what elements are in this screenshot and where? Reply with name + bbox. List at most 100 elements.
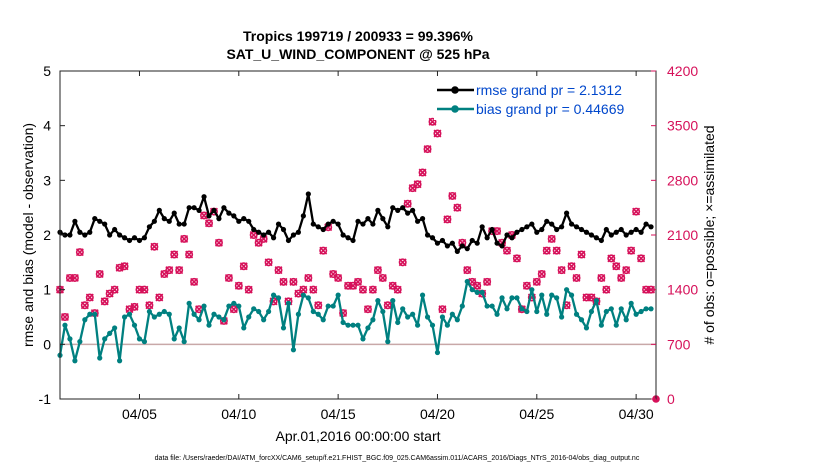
rmse-point [196, 207, 202, 213]
x-tick-label: 04/25 [519, 406, 554, 422]
bias-point [161, 308, 167, 315]
bias-point [464, 278, 470, 285]
obs-point [358, 285, 367, 294]
bias-point [554, 295, 560, 301]
obs-point [180, 234, 189, 243]
rmse-point [126, 237, 133, 244]
bias-point [643, 306, 649, 312]
legend: rmse grand pr = 2.1312 bias grand pr = 0… [434, 78, 650, 120]
obs-possible-marker [100, 297, 109, 306]
bias-point [494, 311, 500, 317]
obs-possible-marker [423, 145, 432, 154]
obs-point [438, 305, 447, 314]
obs-possible-marker [75, 248, 84, 257]
obs-assimilated-marker [463, 266, 472, 275]
bias-point [618, 306, 624, 312]
obs-assimilated-marker [289, 277, 298, 286]
bias-point [434, 349, 441, 356]
rmse-point [241, 216, 247, 222]
bias-point [360, 336, 366, 342]
obs-assimilated-marker [234, 281, 243, 290]
y-right-tick-label: 2800 [667, 172, 698, 188]
chart-subtitle: SAT_U_WIND_COMPONENT @ 525 hPa [226, 46, 489, 62]
rmse-point [395, 207, 401, 213]
obs-possible-marker [254, 238, 263, 247]
obs-possible-marker [130, 302, 139, 311]
rmse-point [429, 235, 436, 241]
rmse-point [613, 229, 619, 235]
obs-possible-marker [443, 215, 452, 224]
obs-assimilated-marker [542, 246, 551, 255]
obs-assimilated-marker [205, 219, 213, 228]
obs-point [160, 270, 169, 279]
rmse-point [583, 229, 590, 235]
rmse-point [231, 213, 237, 219]
rmse-point [261, 232, 267, 238]
obs-assimilated-marker [61, 313, 69, 321]
x-tick-label: 04/15 [321, 406, 356, 422]
obs-assimilated-marker [354, 277, 362, 286]
obs-possible-marker [140, 285, 149, 294]
bias-point [539, 292, 545, 298]
rmse-point [216, 216, 222, 222]
rmse-point [112, 226, 118, 233]
y-right-axis-ticks: 0 700 1400 2100 2800 3500 4200 [651, 63, 698, 407]
bias-point [181, 339, 187, 345]
rmse-point [484, 235, 490, 241]
obs-possible-marker [572, 273, 581, 282]
bias-point [102, 336, 108, 342]
bias-point [320, 317, 326, 323]
obs-assimilated-marker [130, 302, 139, 311]
obs-point [363, 305, 372, 314]
y-axis-label: rmse and bias (model - observation) [20, 123, 36, 347]
obs-possible-marker [224, 273, 233, 282]
y-right-axis-label: # of obs: o=possible; ×=assimilated [701, 125, 717, 344]
data-file-footnote: data file: /Users/raeder/DAI/ATM_forcXX/… [155, 455, 640, 462]
x-tick-label: 04/10 [221, 406, 256, 422]
bias-point [295, 311, 301, 317]
rmse-point [295, 229, 301, 235]
obs-assimilated-marker [617, 273, 626, 282]
bias-point [285, 300, 292, 306]
rmse-point [459, 243, 465, 249]
legend-rmse-marker [451, 86, 459, 94]
obs-point [607, 254, 616, 263]
bias-point [310, 308, 316, 315]
rmse-point [325, 221, 331, 227]
rmse-point [509, 235, 515, 241]
bias-point [613, 322, 619, 328]
obs-assimilated-marker [140, 285, 149, 294]
legend-box [434, 78, 650, 120]
bias-point [578, 317, 585, 323]
obs-possible-marker [85, 293, 94, 302]
y-right-tick-label: 3500 [667, 118, 698, 134]
obs-possible-marker [70, 273, 79, 282]
obs-point [309, 285, 318, 294]
obs-possible-marker [358, 285, 367, 294]
obs-possible-marker [602, 285, 611, 294]
obs-point [602, 285, 611, 294]
bias-point [191, 311, 197, 317]
obs-assimilated-marker [512, 254, 521, 263]
bias-point [340, 319, 346, 326]
rmse-point [524, 224, 530, 230]
obs-point [393, 285, 402, 294]
obs-possible-marker [80, 301, 89, 310]
obs-point [353, 277, 362, 286]
obs-point [463, 266, 472, 275]
rmse-point [479, 224, 485, 230]
obs-assimilated-marker [378, 273, 387, 282]
rmse-point [221, 205, 227, 211]
obs-point [130, 302, 139, 311]
rmse-point [211, 207, 217, 213]
obs-possible-marker [418, 168, 427, 177]
obs-possible-marker [165, 266, 174, 275]
obs-possible-marker [383, 301, 392, 310]
y-axis-ticks: -1 0 1 2 3 4 5 [39, 63, 65, 407]
bias-point [300, 292, 306, 298]
obs-possible-marker [393, 285, 402, 294]
rmse-point [494, 240, 500, 246]
bias-point [275, 295, 282, 301]
plot-background [60, 71, 656, 399]
rmse-point [191, 205, 197, 211]
